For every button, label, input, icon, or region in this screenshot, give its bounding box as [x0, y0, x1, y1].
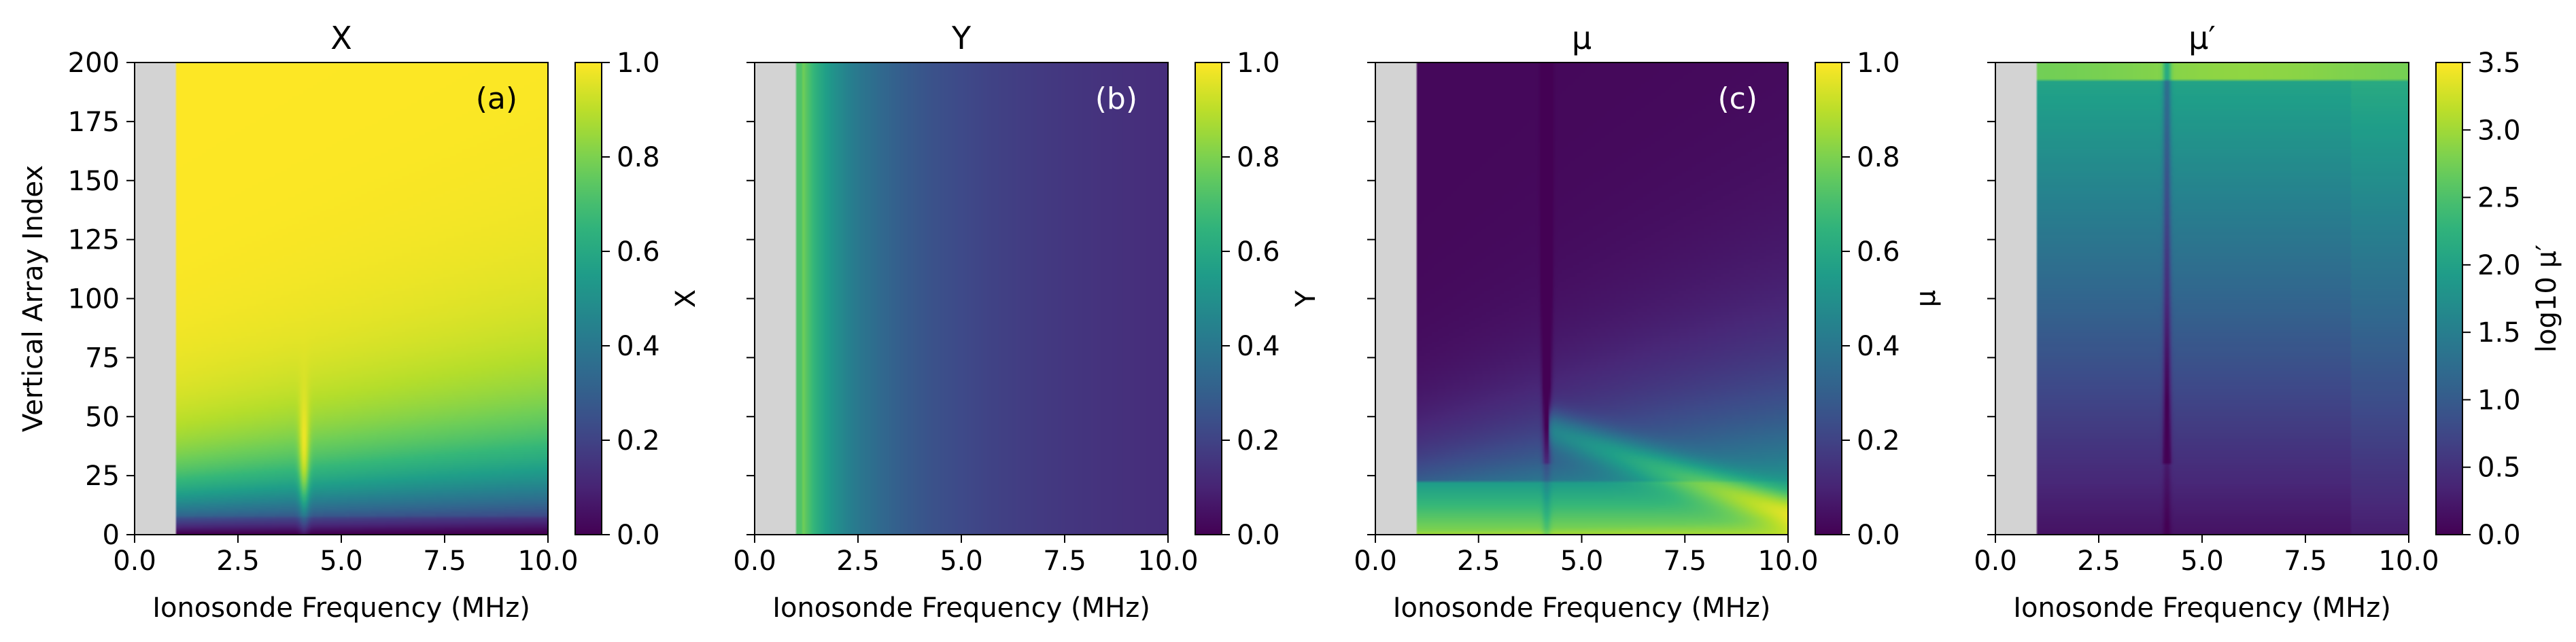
- colorbar-tick-label: 1.0: [2477, 385, 2521, 416]
- colorbar-tick-label: 1.0: [1237, 48, 1280, 79]
- colorbar-gradient: [2436, 63, 2462, 535]
- x-tick-label: 7.5: [423, 546, 466, 577]
- colorbar-tick-label: 0.0: [2477, 520, 2521, 551]
- y-axis-label: Vertical Array Index: [18, 165, 49, 432]
- panel-0: X (a) 0.0 2.5 5.0 7.5 10.0 Ionosonde Frequency …: [68, 20, 702, 624]
- panel-title: Y: [951, 20, 972, 56]
- x-tick-label: 10.0: [1137, 546, 1198, 577]
- y-tick-label: 125: [68, 225, 120, 256]
- y-tick-label: 75: [85, 342, 120, 374]
- colorbar-tick-label: 0.8: [1857, 142, 1900, 173]
- x-tick-label: 2.5: [216, 546, 260, 577]
- x-axis-label: Ionosonde Frequency (MHz): [772, 592, 1150, 624]
- colorbar-tick-label: 0.4: [1237, 331, 1280, 362]
- panel-title: μ′: [2188, 20, 2216, 56]
- colorbar-tick-label: 0.5: [2477, 452, 2521, 484]
- colorbar-gradient: [1195, 63, 1222, 535]
- x-tick-label: 5.0: [320, 546, 363, 577]
- y-tick-label: 25: [85, 461, 120, 492]
- x-axis-label: Ionosonde Frequency (MHz): [152, 592, 530, 624]
- x-tick-label: 0.0: [1974, 546, 2017, 577]
- colorbar-tick-label: 0.8: [1237, 142, 1280, 173]
- panel-3: μ′ 0.0 2.5 5.0 7.5 10.0 Ionosonde Frequency (M…: [1974, 20, 2562, 624]
- colorbar-tick-label: 0.4: [1857, 331, 1900, 362]
- heatmap-image-2: [1375, 63, 1788, 535]
- x-tick-label: 5.0: [2180, 546, 2224, 577]
- colorbar-tick-label: 0.0: [617, 520, 660, 551]
- colorbar-tick-label: 2.5: [2477, 183, 2521, 214]
- colorbar-tick-label: 0.6: [1237, 236, 1280, 268]
- colorbar-tick-label: 3.5: [2477, 48, 2521, 79]
- x-tick-label: 0.0: [733, 546, 776, 577]
- colorbar-tick-label: 0.2: [1237, 425, 1280, 457]
- x-tick-label: 10.0: [1757, 546, 1818, 577]
- y-tick-label: 0: [103, 520, 120, 551]
- x-tick-label: 10.0: [517, 546, 578, 577]
- panel-title: X: [330, 20, 352, 56]
- x-tick-label: 7.5: [1663, 546, 1706, 577]
- panel-2: μ (c) 0.0 2.5 5.0 7.5 10.0 Ionosonde Frequency …: [1354, 20, 1942, 624]
- colorbar-tick-label: 2.0: [2477, 250, 2521, 281]
- panel-label: (c): [1717, 82, 1757, 116]
- colorbar-label: log10 μ′: [2531, 245, 2562, 353]
- colorbar-tick-label: 0.2: [1857, 425, 1900, 457]
- panel-label: (a): [476, 82, 517, 116]
- colorbar-label: X: [670, 289, 702, 308]
- colorbar-tick-label: 0.6: [1857, 236, 1900, 268]
- x-tick-label: 0.0: [1354, 546, 1397, 577]
- colorbar-tick-label: 0.6: [617, 236, 660, 268]
- colorbar-tick-label: 0.8: [617, 142, 660, 173]
- x-tick-label: 5.0: [1560, 546, 1604, 577]
- panel-1: Y (b) 0.0 2.5 5.0 7.5 10.0 Ionosonde Frequency …: [733, 20, 1322, 624]
- colorbar-tick-label: 1.0: [617, 48, 660, 79]
- y-tick-label: 100: [68, 284, 120, 315]
- x-tick-label: 0.0: [113, 546, 156, 577]
- panel-title: μ: [1572, 20, 1592, 56]
- x-axis-label: Ionosonde Frequency (MHz): [2013, 592, 2391, 624]
- x-tick-label: 7.5: [2284, 546, 2327, 577]
- x-tick-label: 7.5: [1043, 546, 1086, 577]
- heatmap-image-1: [755, 63, 1168, 535]
- colorbar-2: 0.0 0.2 0.4 0.6 0.8 1.0 μ: [1815, 48, 1942, 551]
- heatmap-image-0: [135, 63, 548, 535]
- y-tick-label: 175: [68, 107, 120, 138]
- colorbar-label: Y: [1290, 290, 1322, 308]
- colorbar-tick-label: 1.0: [1857, 48, 1900, 79]
- x-tick-label: 5.0: [940, 546, 983, 577]
- colorbar-tick-label: 0.0: [1857, 520, 1900, 551]
- y-tick-label: 200: [68, 48, 120, 79]
- heatmap-image-3: [1995, 63, 2409, 535]
- x-tick-label: 2.5: [1457, 546, 1500, 577]
- y-tick-label: 150: [68, 166, 120, 197]
- colorbar-frame: [574, 62, 602, 535]
- colorbar-tick-label: 3.0: [2477, 115, 2521, 146]
- colorbar-gradient: [575, 63, 602, 535]
- y-tick-label: 50: [85, 402, 120, 433]
- colorbar-tick-label: 1.5: [2477, 317, 2521, 349]
- colorbar-frame: [2435, 62, 2463, 535]
- x-axis-label: Ionosonde Frequency (MHz): [1393, 592, 1771, 624]
- x-tick-label: 2.5: [836, 546, 880, 577]
- colorbar-label: μ: [1910, 290, 1942, 307]
- panel-label: (b): [1095, 82, 1137, 116]
- x-tick-label: 10.0: [2378, 546, 2439, 577]
- colorbar-0: 0.0 0.2 0.4 0.6 0.8 1.0 X: [574, 48, 702, 551]
- colorbar-tick-label: 0.0: [1237, 520, 1280, 551]
- colorbar-tick-label: 0.2: [617, 425, 660, 457]
- colorbar-1: 0.0 0.2 0.4 0.6 0.8 1.0 Y: [1195, 48, 1322, 551]
- colorbar-3: 0.0 0.5 1.0 1.5 2.0 2.5 3.0 3.5 log10 μ′: [2435, 48, 2562, 551]
- colorbar-gradient: [1815, 63, 1842, 535]
- colorbar-frame: [1195, 62, 1222, 535]
- colorbar-frame: [1815, 62, 1842, 535]
- colorbar-tick-label: 0.4: [617, 331, 660, 362]
- x-tick-label: 2.5: [2077, 546, 2120, 577]
